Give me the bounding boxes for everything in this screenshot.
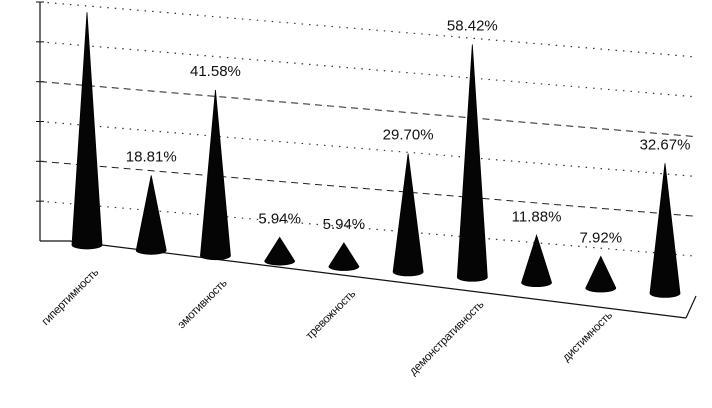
data-label: 5.94% xyxy=(323,216,366,233)
category-label: тревожность xyxy=(304,288,358,342)
cone-bar xyxy=(200,90,231,261)
chart-data-labels: 18.81% 41.58% 5.94% 5.94% 29.70% 58.42% 11.88%… xyxy=(126,18,691,247)
cone-bar xyxy=(521,233,552,288)
gridline xyxy=(39,160,697,217)
data-label: 5.94% xyxy=(258,210,301,227)
category-label: дистимность xyxy=(560,309,615,364)
gridline xyxy=(39,81,697,138)
data-label: 32.67% xyxy=(640,136,691,153)
floor-edge xyxy=(685,295,697,319)
gridline xyxy=(39,200,697,257)
category-label: демонстративность xyxy=(407,299,486,378)
cone-bar xyxy=(392,153,424,277)
cone-bar xyxy=(71,12,103,250)
cone-bar xyxy=(456,44,488,282)
data-label: 41.58% xyxy=(190,63,241,80)
category-label: эмотивность xyxy=(176,277,230,331)
gridline xyxy=(39,41,697,98)
category-label: гипертимность xyxy=(40,266,102,328)
baseline-axis xyxy=(69,240,687,319)
chart-grid xyxy=(36,1,697,319)
gridline xyxy=(39,1,697,58)
cone-bar xyxy=(585,255,617,293)
data-label: 58.42% xyxy=(447,18,498,35)
data-label: 18.81% xyxy=(126,148,177,165)
cone-bar xyxy=(135,175,167,255)
gridline xyxy=(39,120,697,178)
cone-bar xyxy=(264,236,296,266)
cone-bar xyxy=(649,163,681,298)
data-label: 29.70% xyxy=(383,127,434,144)
data-label: 11.88% xyxy=(512,208,562,225)
chart-cones xyxy=(71,12,681,298)
cone-bar xyxy=(328,242,360,271)
data-label: 7.92% xyxy=(580,229,623,246)
